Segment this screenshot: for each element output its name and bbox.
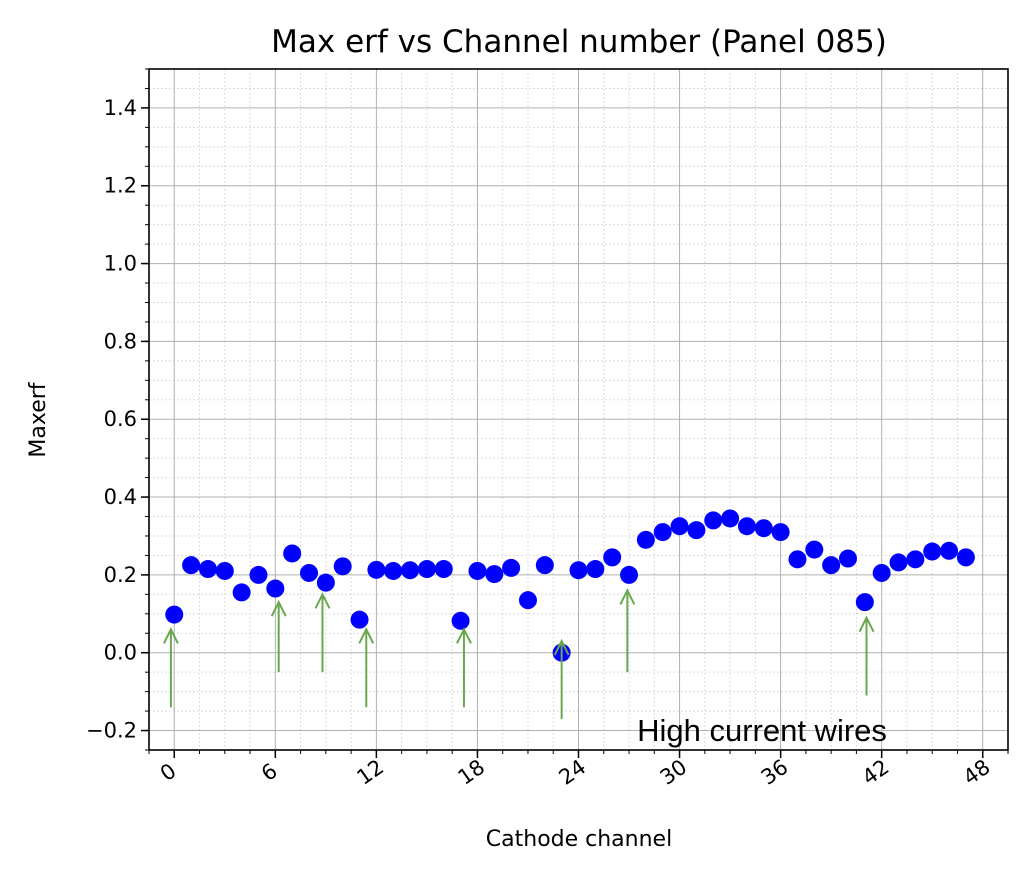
data-point	[838, 549, 857, 568]
data-point	[788, 550, 807, 569]
data-point	[485, 565, 504, 584]
data-point	[300, 563, 319, 582]
data-point	[906, 550, 925, 569]
annotation-arrow-head	[314, 592, 331, 609]
data-point	[956, 548, 975, 567]
data-point	[704, 511, 723, 530]
data-point	[670, 517, 689, 536]
data-point	[333, 557, 352, 576]
annotation-arrow-head	[163, 627, 179, 644]
data-point	[316, 573, 335, 592]
annotation-arrow-head	[619, 588, 636, 605]
data-point	[889, 553, 908, 572]
data-point	[855, 593, 874, 612]
data-point	[350, 610, 369, 629]
data-point	[518, 591, 537, 610]
data-point	[872, 563, 891, 582]
x-tick-label: 48	[959, 755, 995, 790]
data-point	[754, 519, 773, 538]
data-point	[266, 579, 285, 598]
data-point	[198, 560, 217, 579]
y-tick-label: −0.2	[86, 719, 137, 743]
data-point	[249, 565, 268, 584]
x-tick-label: 24	[555, 755, 591, 790]
annotation-arrow-head	[270, 599, 287, 617]
data-point	[940, 541, 959, 560]
data-point	[232, 583, 251, 602]
data-point	[165, 605, 184, 624]
data-point	[569, 561, 588, 580]
annotation-arrows	[163, 588, 875, 719]
data-point	[822, 556, 841, 575]
data-points	[165, 509, 975, 662]
data-point	[805, 540, 824, 559]
chart-title: Max erf vs Channel number (Panel 085)	[271, 24, 887, 60]
x-tick-label: 30	[656, 755, 692, 790]
data-point	[923, 542, 942, 561]
data-point	[367, 560, 386, 579]
annotation-arrow-head	[858, 615, 875, 633]
x-tick-label: 36	[757, 755, 793, 790]
data-point	[451, 611, 470, 630]
y-tick-label: 0.0	[104, 641, 137, 665]
data-point	[653, 523, 672, 542]
y-tick-label: 0.2	[104, 563, 137, 587]
data-point	[417, 560, 436, 579]
y-axis-label: Maxerf	[26, 381, 51, 457]
annotation-arrow-head	[358, 627, 375, 644]
data-point	[434, 560, 453, 579]
annotation-arrow-head	[553, 638, 570, 656]
x-tick-label: 42	[858, 755, 894, 790]
data-point	[535, 556, 554, 575]
x-tick-label: 6	[257, 759, 282, 786]
y-tick-label: 0.4	[104, 485, 137, 509]
data-point	[283, 544, 302, 563]
data-point	[737, 517, 756, 536]
x-tick-label: 0	[156, 759, 181, 786]
y-tick-label: 0.6	[104, 407, 137, 431]
x-tick-label: 18	[454, 755, 490, 790]
data-point	[502, 558, 521, 577]
data-point	[636, 530, 655, 549]
annotation-arrow-head	[456, 627, 472, 644]
data-point	[603, 548, 622, 567]
data-point	[620, 565, 639, 584]
y-tick-label: 1.2	[104, 174, 137, 198]
x-axis-label: Cathode channel	[486, 827, 672, 852]
data-point	[468, 561, 487, 580]
annotation-label: High current wires	[637, 713, 887, 748]
data-point	[182, 556, 201, 575]
y-tick-label: 1.4	[104, 96, 137, 120]
y-tick-label: 0.8	[104, 329, 137, 353]
data-point	[586, 560, 605, 579]
data-point	[771, 523, 790, 542]
x-tick-label: 12	[353, 755, 389, 790]
data-point	[401, 561, 420, 580]
data-point	[215, 561, 234, 580]
y-tick-label: 1.0	[104, 252, 137, 276]
data-point	[687, 521, 706, 540]
data-point	[721, 509, 740, 528]
data-point	[384, 561, 403, 580]
